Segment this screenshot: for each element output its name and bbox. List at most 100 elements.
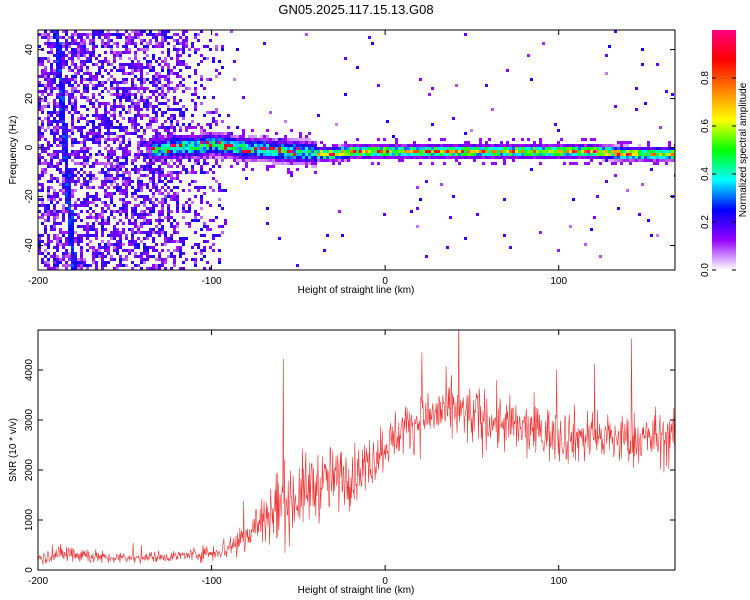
heatmap-cell: [113, 81, 116, 84]
heatmap-cell: [509, 144, 512, 147]
heatmap-cell: [173, 192, 176, 195]
heatmap-cell: [626, 150, 629, 153]
heatmap-cell: [110, 132, 113, 135]
heatmap-cell: [149, 123, 152, 126]
heatmap-cell: [551, 153, 554, 156]
heatmap-cell: [113, 150, 116, 153]
heatmap-cell: [656, 162, 659, 165]
heatmap-cell: [80, 168, 83, 171]
heatmap-cell: [116, 168, 119, 171]
heatmap-cell: [143, 249, 146, 252]
heatmap-cell: [176, 204, 179, 207]
heatmap-cell: [83, 78, 86, 81]
heatmap-cell: [110, 126, 113, 129]
heatmap-cell: [347, 144, 350, 147]
heatmap-cell: [53, 30, 56, 33]
heatmap-cell: [245, 159, 248, 162]
heatmap-cell: [128, 141, 131, 144]
heatmap-cell: [245, 147, 248, 150]
heatmap-cell: [413, 150, 416, 153]
heatmap-cell: [236, 153, 239, 156]
heatmap-cell: [206, 138, 209, 141]
heatmap-cell: [152, 168, 155, 171]
heatmap-cell: [668, 159, 671, 162]
heatmap-cell: [56, 234, 59, 237]
heatmap-cell: [452, 144, 455, 147]
heatmap-cell: [107, 261, 110, 264]
heatmap-cell: [107, 111, 110, 114]
heatmap-cell: [194, 108, 197, 111]
heatmap-cell: [173, 198, 176, 201]
heatmap-cell: [110, 165, 113, 168]
heatmap-cell: [269, 159, 272, 162]
heatmap-cell: [59, 243, 62, 246]
heatmap-cell: [482, 144, 485, 147]
heatmap-cell: [38, 210, 41, 213]
heatmap-cell: [101, 228, 104, 231]
heatmap-cell: [410, 153, 413, 156]
heatmap-cell: [65, 108, 68, 111]
heatmap-cell: [47, 189, 50, 192]
heatmap-cell: [179, 267, 182, 270]
heatmap-cell: [149, 66, 152, 69]
heatmap-cell: [335, 150, 338, 153]
heatmap-cell: [284, 135, 287, 138]
heatmap-cell: [62, 255, 65, 258]
heatmap-cell: [167, 36, 170, 39]
heatmap-cell: [566, 156, 569, 159]
heatmap-cell: [83, 258, 86, 261]
heatmap-cell: [248, 141, 251, 144]
heatmap-cell: [101, 261, 104, 264]
heatmap-cell: [164, 198, 167, 201]
heatmap-cell: [146, 99, 149, 102]
heatmap-cell: [650, 153, 653, 156]
heatmap-cell: [59, 45, 62, 48]
heatmap-cell: [353, 156, 356, 159]
heatmap-cell: [62, 117, 65, 120]
heatmap-cell: [473, 156, 476, 159]
heatmap-cell: [668, 150, 671, 153]
heatmap-cell: [236, 126, 239, 129]
heatmap-cell: [80, 69, 83, 72]
heatmap-cell: [161, 93, 164, 96]
heatmap-cell: [218, 147, 221, 150]
heatmap-cell: [260, 159, 263, 162]
heatmap-cell: [212, 171, 215, 174]
heatmap-cell: [44, 225, 47, 228]
heatmap-cell: [152, 93, 155, 96]
heatmap-cell: [134, 114, 137, 117]
heatmap-cell: [359, 147, 362, 150]
heatmap-cell: [404, 144, 407, 147]
heatmap-cell: [41, 189, 44, 192]
heatmap-cell: [110, 201, 113, 204]
heatmap-cell: [164, 129, 167, 132]
heatmap-cell: [569, 150, 572, 153]
heatmap-cell: [194, 126, 197, 129]
heatmap-cell: [206, 201, 209, 204]
heatmap-cell: [80, 183, 83, 186]
heatmap-cell: [416, 147, 419, 150]
heatmap-cell: [77, 150, 80, 153]
heatmap-cell: [335, 153, 338, 156]
heatmap-cell: [176, 123, 179, 126]
heatmap-cell: [668, 156, 671, 159]
heatmap-cell: [134, 75, 137, 78]
heatmap-cell: [344, 147, 347, 150]
heatmap-cell: [302, 141, 305, 144]
heatmap-cell: [62, 189, 65, 192]
heatmap-cell: [494, 150, 497, 153]
heatmap-cell: [599, 162, 602, 165]
heatmap-cell: [50, 225, 53, 228]
heatmap-cell: [68, 96, 71, 99]
heatmap-cell: [194, 258, 197, 261]
heatmap-cell: [185, 144, 188, 147]
heatmap-cell: [56, 120, 59, 123]
heatmap-cell: [98, 150, 101, 153]
heatmap-cell: [83, 54, 86, 57]
heatmap-cell: [401, 150, 404, 153]
heatmap-cell: [164, 147, 167, 150]
heatmap-cell: [167, 162, 170, 165]
heatmap-cell: [200, 252, 203, 255]
heatmap-cell: [56, 129, 59, 132]
heatmap-cell: [503, 162, 506, 165]
